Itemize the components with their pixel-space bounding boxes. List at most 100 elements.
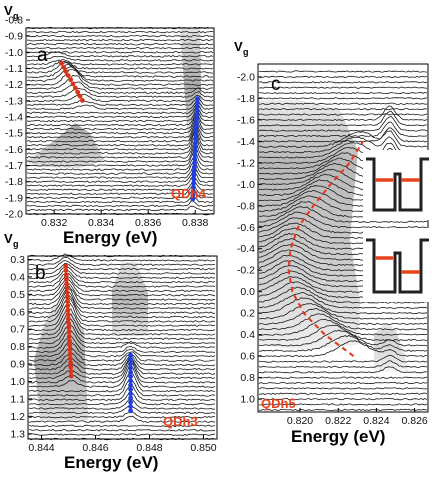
peak-marker	[191, 164, 197, 170]
peak-marker	[128, 361, 134, 367]
spectrum-trace	[258, 97, 428, 100]
spectrum-trace	[26, 160, 214, 175]
inset-well-upper	[363, 150, 433, 220]
spectrum-trace	[258, 127, 428, 143]
spectrum-trace	[28, 335, 216, 354]
spectrum-trace	[258, 381, 428, 385]
peak-marker	[64, 276, 69, 282]
spectrum-trace	[26, 51, 214, 58]
panel-b: 0.844 0.846 0.848 0.850 1.3 1.2 1.1 1.0 0.9 0.8 0…	[4, 231, 218, 472]
y-tick-label: -1.2	[5, 79, 23, 91]
spectrum-trace	[26, 58, 214, 66]
y-tick-label: -1.6	[237, 114, 255, 126]
spectrum-trace	[28, 346, 215, 362]
spectrum-trace	[258, 291, 428, 309]
panel-a: 0.832 0.834 0.836 0.838 -2.0 -1.9 -1.8 -1.7 -1.…	[4, 3, 215, 247]
peak-marker	[68, 369, 74, 375]
peak-marker	[68, 373, 74, 379]
peak-marker	[66, 329, 72, 335]
spectrum-trace	[258, 130, 428, 148]
spectrum-trace	[26, 119, 214, 135]
y-tick-label: 1.1	[10, 393, 25, 405]
peak-marker	[191, 180, 197, 186]
peak-marker	[80, 98, 85, 103]
x-tick-label: 0.826	[401, 415, 427, 427]
peak-marker	[77, 93, 83, 99]
x-tick-label: 0.834	[88, 217, 114, 229]
panel-b-traces	[28, 253, 216, 441]
y-tick-label: -0.8	[237, 200, 255, 212]
peak-marker	[128, 404, 134, 409]
peak-marker	[128, 408, 134, 414]
spectrum-trace	[258, 335, 428, 352]
spectrum-trace	[258, 376, 428, 379]
peak-marker	[128, 391, 134, 397]
peak-marker	[192, 160, 197, 166]
y-tick-label: 1.2	[10, 411, 25, 423]
peak-marker	[67, 356, 73, 361]
x-tick-label: 0.844	[28, 442, 54, 454]
panel-c-xlabel: Energy (eV)	[291, 427, 385, 446]
spectrum-trace	[26, 131, 214, 151]
spectrum-trace	[26, 181, 214, 191]
spectrum-trace	[28, 253, 216, 262]
spectrum-trace	[258, 70, 428, 73]
spectrum-trace	[258, 86, 428, 89]
panel-c-x-ticks: 0.820 0.822 0.824 0.826	[287, 408, 428, 427]
spectrum-trace	[258, 313, 428, 331]
x-tick-label: 0.832	[41, 217, 67, 229]
y-tick-label: 0.6	[240, 351, 255, 363]
peak-marker	[193, 128, 199, 134]
spectrum-trace	[28, 294, 216, 319]
spectrum-trace	[258, 308, 428, 326]
spectrum-trace	[26, 134, 214, 155]
spectrum-trace	[28, 433, 216, 436]
spectrum-trace	[258, 91, 428, 95]
peak-marker	[61, 64, 66, 70]
peak-marker	[193, 132, 199, 138]
spectrum-trace	[26, 175, 214, 187]
spectrum-trace	[26, 113, 214, 127]
spectrum-trace	[28, 364, 216, 388]
spectrum-trace	[28, 391, 216, 406]
y-tick-label: -1.0	[5, 47, 23, 59]
peak-marker	[67, 347, 73, 353]
spectrum-trace	[258, 329, 428, 347]
spectrum-trace	[28, 297, 216, 323]
spectrum-trace	[26, 122, 214, 139]
spectrum-trace	[26, 116, 214, 131]
y-tick-label: -1.3	[5, 95, 23, 107]
peak-marker	[67, 351, 73, 357]
spectrum-trace	[28, 424, 216, 428]
x-tick-label: 0.836	[135, 217, 161, 229]
spectrum-trace	[258, 387, 428, 390]
spectrum-trace	[26, 127, 214, 147]
spectrum-trace	[28, 405, 216, 415]
panel-c-dashed-curve	[287, 140, 364, 357]
spectrum-trace	[28, 397, 216, 410]
spectrum-trace	[258, 303, 427, 320]
spectrum-trace	[258, 102, 428, 105]
peak-marker	[190, 192, 196, 198]
spectrum-trace	[26, 93, 214, 103]
spectrum-trace	[28, 257, 216, 266]
y-tick-label: -1.6	[5, 144, 23, 156]
y-tick-label: -1.4	[5, 111, 23, 123]
y-tick-label: -2.0	[237, 71, 255, 83]
spectrum-trace	[258, 360, 428, 369]
panel-a-y-ticks: -2.0 -1.9 -1.8 -1.7 -1.6 -1.5 -1.4 -1.3 -1.2 -1.1…	[5, 14, 30, 221]
x-tick-label: 0.846	[82, 442, 108, 454]
y-tick-label: 0.5	[10, 289, 25, 301]
spectrum-trace	[26, 46, 214, 50]
peak-marker	[128, 352, 134, 358]
spectrum-trace	[258, 354, 428, 363]
spectrum-trace	[26, 100, 214, 111]
peak-marker	[194, 100, 200, 106]
spectrum-trace	[258, 211, 428, 229]
peak-marker	[128, 378, 134, 384]
peak-marker	[192, 156, 198, 162]
peak-marker	[68, 360, 73, 366]
spectrum-trace	[26, 102, 214, 115]
peak-marker	[72, 85, 78, 91]
